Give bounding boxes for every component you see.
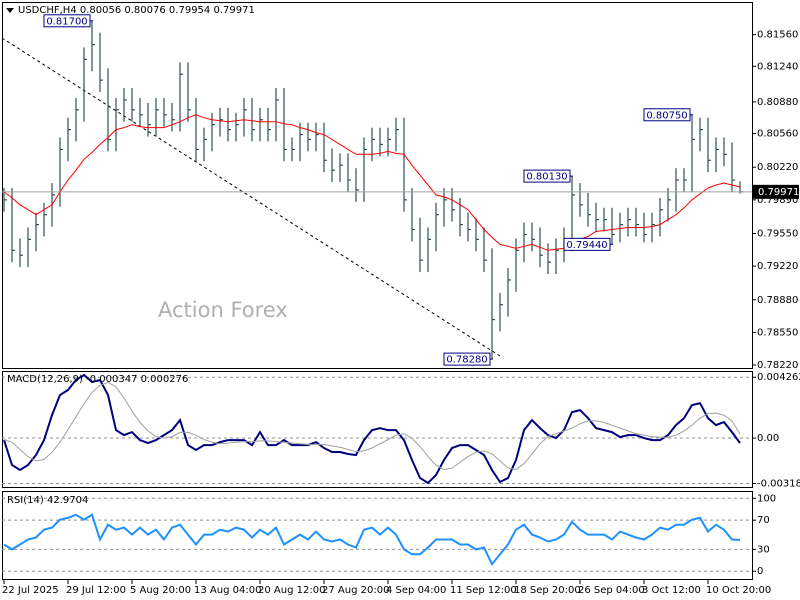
price-panel <box>2 2 753 369</box>
indicator-line <box>3 513 741 567</box>
x-tick-label: 4 Sep 04:00 <box>386 585 446 596</box>
y-tick-label: 0.78880 <box>757 295 798 306</box>
y-tick-label: 0.80880 <box>757 97 798 108</box>
x-tick-label: 29 Jul 12:00 <box>66 585 126 596</box>
x-tick-label: 26 Sep 04:00 <box>578 585 645 596</box>
y-tick-label: 0.78220 <box>757 360 798 371</box>
x-tick-label: 27 Aug 20:00 <box>322 585 389 596</box>
y-tick-label: 0.78550 <box>757 327 798 338</box>
x-tick-label: 11 Sep 12:00 <box>450 585 517 596</box>
y-tick-label: 0.81240 <box>757 61 798 72</box>
y-tick-label: 0.004262 <box>757 372 800 383</box>
y-tick-label: 100 <box>757 493 776 504</box>
rsi-panel <box>2 491 753 580</box>
y-tick-label: 0.80220 <box>757 162 798 173</box>
y-tick-label: 0.80560 <box>757 129 798 140</box>
trend-line <box>1 37 501 357</box>
title-icon <box>6 8 14 13</box>
x-tick-label: 5 Aug 20:00 <box>130 585 191 596</box>
last-price-box <box>753 184 799 199</box>
annotation-label: 0.78280 <box>446 355 487 366</box>
watermark: Action Forex <box>158 298 288 322</box>
x-tick-label: 13 Aug 04:00 <box>194 585 261 596</box>
y-tick-label: 0.79890 <box>757 195 798 206</box>
x-tick-label: 18 Sep 20:00 <box>514 585 581 596</box>
chart-title: USDCHF,H4 0.80056 0.80076 0.79954 0.7997… <box>18 5 255 16</box>
y-tick-label: 0.81560 <box>757 30 798 41</box>
y-tick-label: -0.003188 <box>757 479 800 490</box>
moving-average <box>3 114 741 251</box>
y-tick-label: 0 <box>757 566 763 577</box>
last-price-label: 0.79971 <box>758 187 799 198</box>
y-tick-label: 0.79220 <box>757 261 798 272</box>
macd-title: MACD(12,26,9) -0.000347 0.000276 <box>7 374 188 385</box>
annotation-label: 0.79440 <box>566 240 607 251</box>
x-tick-label: 20 Aug 12:00 <box>258 585 325 596</box>
annotation-label: 0.80130 <box>526 172 567 183</box>
rsi-title: RSI(14) 42.9704 <box>7 495 88 506</box>
indicator-line <box>3 373 741 485</box>
x-tick-label: 22 Jul 2025 <box>2 585 59 596</box>
indicator-line <box>3 381 741 471</box>
y-tick-label: 0.00 <box>757 433 779 444</box>
x-tick-label: 10 Oct 20:00 <box>706 585 771 596</box>
x-tick-label: 3 Oct 12:00 <box>642 585 701 596</box>
annotation-label: 0.80750 <box>646 110 687 121</box>
y-tick-label: 0.79550 <box>757 228 798 239</box>
y-tick-label: 70 <box>757 515 770 526</box>
y-tick-label: 30 <box>757 544 770 555</box>
annotation-label: 0.81700 <box>46 16 87 27</box>
